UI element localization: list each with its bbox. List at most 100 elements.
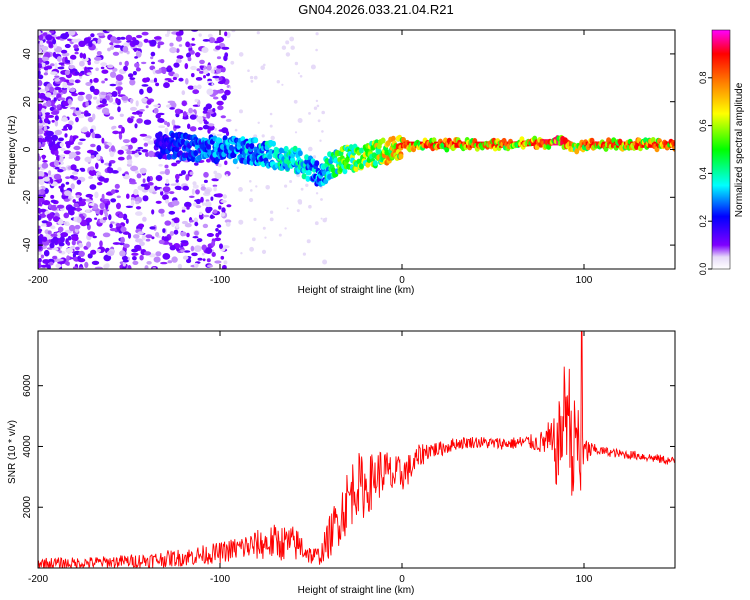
heatmap-cell [215, 45, 221, 50]
heatmap-cell [50, 63, 55, 67]
heatmap-cell [70, 54, 77, 60]
heatmap-cell [263, 63, 266, 67]
colorbar-tick-label: 0.6 [698, 119, 708, 132]
heatmap-cell [299, 75, 303, 78]
heatmap-cell [187, 85, 194, 90]
heatmap-cell [315, 192, 319, 195]
heatmap-cell [492, 141, 495, 148]
heatmap-cell [138, 109, 145, 112]
heatmap-cell [208, 123, 215, 127]
heatmap-cell [90, 154, 95, 159]
heatmap-cell [194, 218, 198, 221]
heatmap-cell [194, 263, 197, 266]
heatmap-cell [204, 188, 211, 195]
heatmap-cell [77, 141, 83, 146]
heatmap-cell [141, 97, 148, 103]
heatmap-cell [411, 141, 414, 148]
heatmap-cell [72, 199, 76, 203]
heatmap-cell [444, 141, 447, 148]
heatmap-cell [38, 207, 42, 214]
heatmap-cell [217, 105, 224, 111]
heatmap-cell [79, 52, 84, 59]
heatmap-cell [200, 186, 206, 191]
heatmap-cell [213, 186, 217, 192]
heatmap-cell [304, 158, 310, 165]
heatmap-cell [203, 69, 209, 75]
heatmap-cell [160, 213, 165, 217]
heatmap-cell [68, 120, 74, 126]
heatmap-cell [221, 66, 226, 73]
heatmap-cell [175, 173, 180, 180]
heatmap-cell [655, 141, 659, 148]
heatmap-cell [87, 61, 92, 66]
heatmap-cell [294, 131, 298, 134]
heatmap-cell [184, 63, 189, 70]
heatmap-cell [207, 33, 213, 38]
heatmap-cell [93, 77, 99, 83]
heatmap-cell [216, 65, 224, 69]
heatmap-cell [198, 33, 202, 37]
x-tick-label: 0 [399, 275, 405, 286]
heatmap-cell [398, 153, 404, 160]
heatmap-cell [38, 30, 41, 36]
heatmap-cell [120, 36, 126, 40]
heatmap-cell [431, 141, 434, 148]
heatmap-cell [170, 132, 176, 139]
heatmap-cell [93, 96, 98, 100]
heatmap-cell [147, 182, 154, 186]
heatmap-cell [129, 77, 136, 80]
heatmap-cell [306, 239, 311, 244]
heatmap-cell [191, 252, 198, 257]
heatmap-cell [212, 209, 218, 214]
heatmap-cell [315, 99, 319, 103]
heatmap-cell [304, 154, 310, 161]
heatmap-cell [57, 66, 65, 70]
heatmap-cell [186, 52, 191, 58]
heatmap-cell [54, 115, 59, 121]
heatmap-cell [117, 88, 121, 95]
heatmap-cell [146, 86, 153, 94]
heatmap-cell [135, 149, 141, 152]
heatmap-cell [262, 226, 266, 230]
heatmap-cell [71, 38, 79, 43]
heatmap-cell [136, 118, 143, 124]
heatmap-cell [54, 129, 63, 136]
heatmap-cell [265, 185, 271, 190]
heatmap-cell [38, 176, 44, 180]
heatmap-cell [206, 64, 212, 71]
heatmap-cell [196, 68, 201, 72]
heatmap-cell [186, 232, 190, 238]
heatmap-cell [160, 59, 165, 64]
heatmap-cell [38, 137, 44, 143]
heatmap-cell [78, 200, 86, 207]
heatmap-cell [70, 59, 74, 65]
y-tick-label: -20 [22, 190, 33, 205]
heatmap-cell [137, 223, 145, 229]
heatmap-cell [62, 81, 68, 89]
heatmap-cell [68, 156, 74, 159]
heatmap-cell [59, 142, 64, 148]
heatmap-cell [135, 50, 142, 58]
heatmap-cell [86, 241, 92, 248]
heatmap-cell [63, 150, 71, 155]
heatmap-cell [122, 46, 129, 53]
heatmap-cell [84, 66, 88, 73]
heatmap-cell [251, 237, 256, 242]
heatmap-cell [64, 260, 70, 266]
heatmap-cell [42, 154, 46, 160]
heatmap-cell [114, 40, 122, 44]
heatmap-cell [672, 145, 675, 152]
heatmap-cell [195, 77, 203, 81]
heatmap-cell [213, 170, 218, 175]
heatmap-cell [151, 209, 155, 215]
heatmap-cell [70, 164, 77, 171]
heatmap-cell [104, 144, 109, 150]
heatmap-cell [222, 264, 227, 269]
heatmap-cell [180, 249, 185, 252]
heatmap-cell [139, 88, 144, 95]
heatmap-cell [77, 114, 85, 119]
heatmap-cell [308, 112, 311, 115]
heatmap-cell [188, 195, 195, 198]
spectrogram-ylabel: Frequency (Hz) [7, 116, 18, 185]
heatmap-cell [169, 231, 174, 236]
